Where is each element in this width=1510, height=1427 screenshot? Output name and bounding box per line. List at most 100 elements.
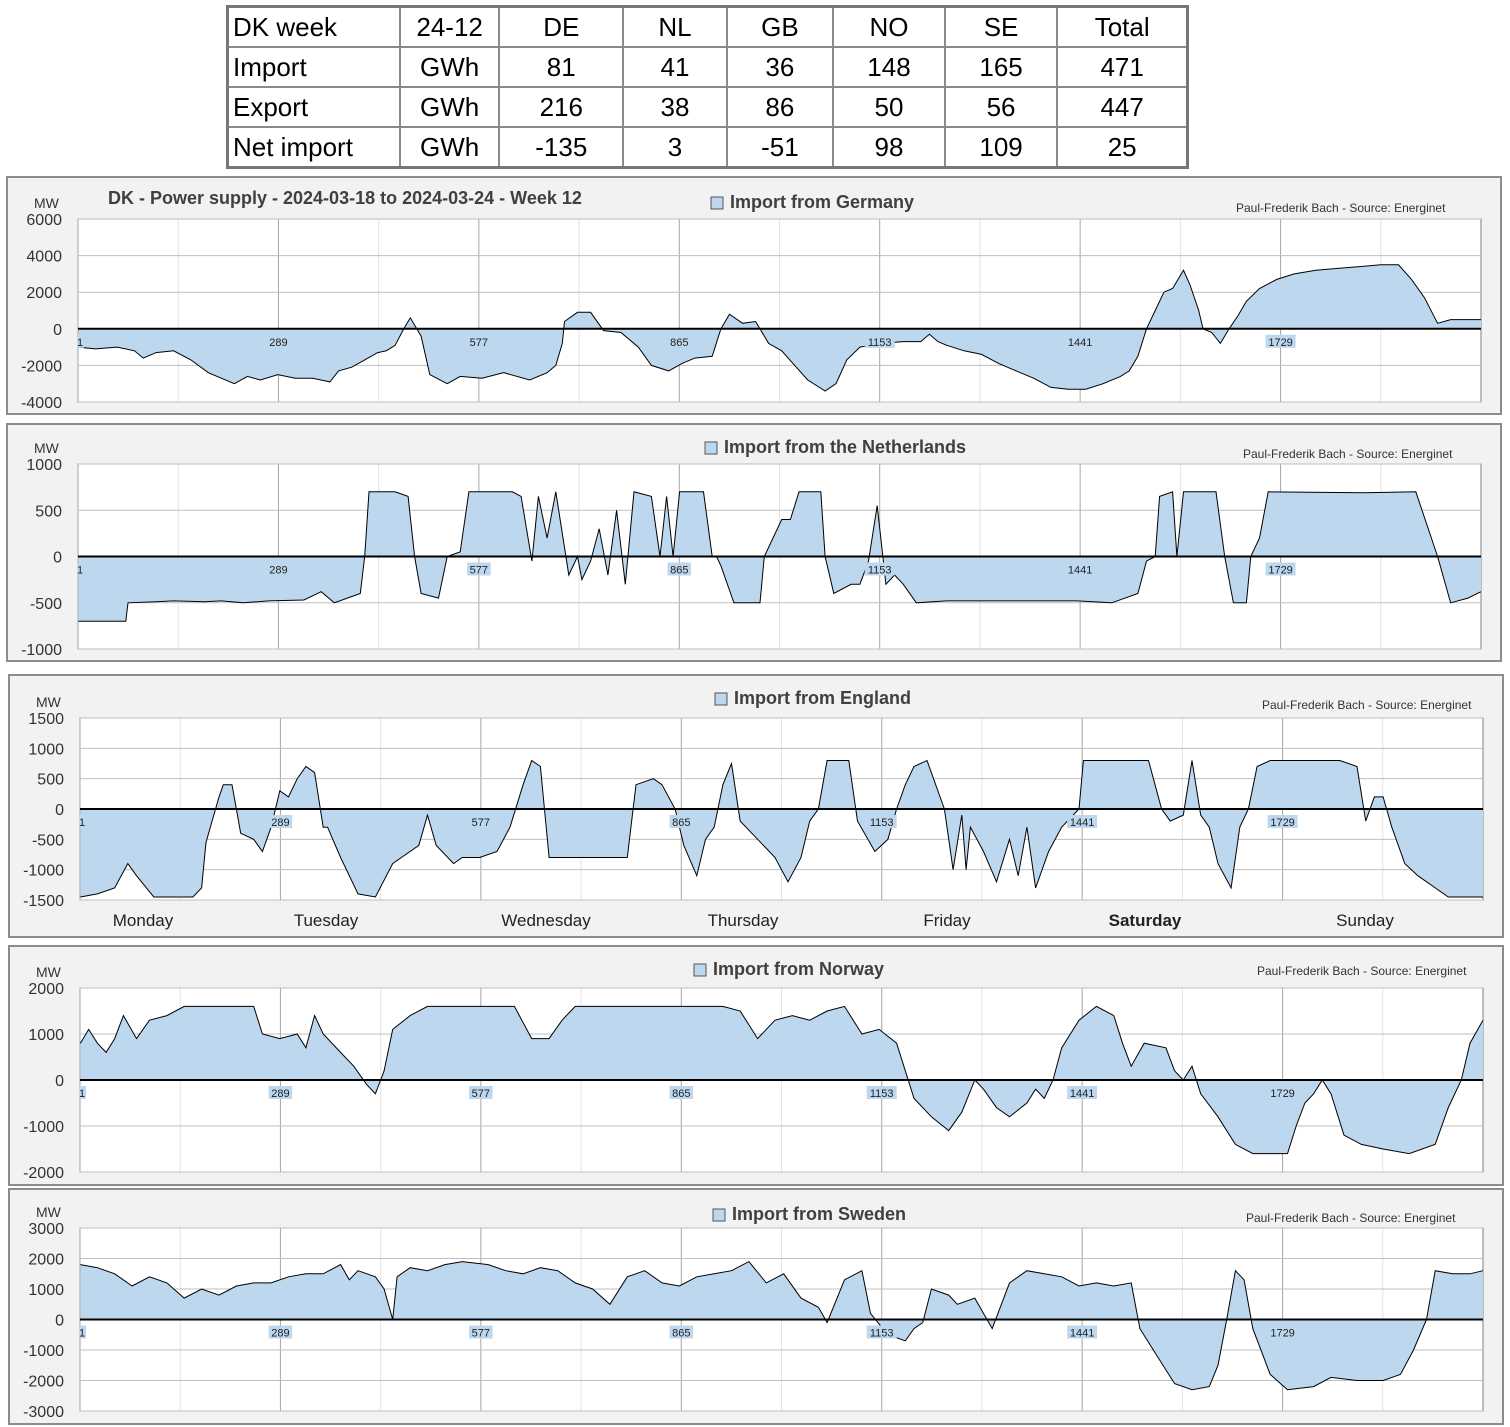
- y-tick-label: -500: [30, 596, 62, 613]
- series-area: [78, 264, 1481, 391]
- series-line: [80, 1260, 1484, 1391]
- hour-tick-bg: [266, 334, 291, 348]
- table-cell: 81: [498, 46, 625, 88]
- y-tick-label: -1000: [23, 863, 64, 880]
- hour-tick-label: 1153: [870, 1328, 894, 1340]
- y-tick-label: 3000: [28, 1221, 64, 1238]
- hour-tick-label: 1: [77, 565, 83, 577]
- hour-tick-bg: [1265, 334, 1296, 348]
- day-label: Sunday: [1336, 911, 1394, 930]
- table-header-cell: SE: [943, 5, 1059, 48]
- credit-text: Paul-Frederik Bach - Source: Energinet: [1243, 447, 1453, 461]
- table-header-cell: NL: [622, 5, 728, 48]
- series-line: [80, 759, 1483, 898]
- y-tick-label: -3000: [23, 1404, 64, 1421]
- y-tick-label: -2000: [23, 1374, 64, 1391]
- hour-tick-bg: [1267, 1325, 1298, 1339]
- unit-label: MW: [36, 964, 62, 980]
- y-tick-label: -2000: [21, 358, 62, 375]
- credit-text: Paul-Frederik Bach - Source: Energinet: [1262, 698, 1472, 712]
- legend-sweden: Import from Sweden: [732, 1204, 906, 1224]
- y-tick-label: 0: [53, 550, 62, 567]
- hour-tick-bg: [268, 1086, 293, 1099]
- hour-tick-bg: [79, 1086, 86, 1099]
- series-area: [78, 491, 1481, 622]
- y-tick-label: -1000: [21, 642, 62, 659]
- table-cell: 41: [622, 46, 728, 88]
- hour-tick-label: 1: [79, 1328, 85, 1340]
- hour-tick-label: 1729: [1268, 565, 1292, 577]
- hour-tick-bg: [469, 1086, 493, 1099]
- hour-tick-bg: [266, 562, 291, 576]
- day-label: Saturday: [1109, 911, 1182, 930]
- table-cell: GWh: [399, 126, 501, 169]
- hour-tick-label: 289: [271, 1328, 289, 1340]
- legend-swatch: [714, 692, 728, 706]
- hour-tick-bg: [268, 1325, 293, 1339]
- y-tick-label: 2000: [28, 1252, 64, 1269]
- hour-tick-bg: [467, 334, 491, 348]
- hour-tick-bg: [866, 1086, 897, 1099]
- hour-tick-bg: [866, 1325, 897, 1339]
- hour-tick-label: 289: [271, 1088, 289, 1100]
- table-cell: -135: [498, 126, 625, 169]
- hour-tick-label: 577: [472, 1088, 490, 1100]
- y-tick-label: 1000: [26, 457, 62, 474]
- table-cell: 38: [622, 86, 728, 128]
- table-cell: 471: [1056, 46, 1189, 88]
- hour-tick-bg: [268, 815, 293, 828]
- table-cell: 25: [1056, 126, 1189, 169]
- chart-panel-netherlands: -1000 -500 0 500 1000 MW 1 289 577 865 1153 1441 172…: [6, 423, 1502, 662]
- hour-tick-label: 577: [472, 1328, 490, 1340]
- legend-swatch: [693, 963, 707, 977]
- table-header-row: DK week 24-12 DE NL GB NO SE Total: [226, 5, 1189, 48]
- y-tick-label: -2000: [23, 1165, 64, 1182]
- chart-panel-sweden: -3000 -2000 -1000 0 1000 2000 3000 MW 1 289 577 865…: [8, 1188, 1504, 1425]
- table-header-cell: 24-12: [399, 5, 501, 48]
- series-area: [80, 760, 1483, 897]
- table-cell: 165: [943, 46, 1059, 88]
- chart-panel-germany: -4000 -2000 0 2000 4000 6000 MW 1 289 577 865 1153 1…: [6, 176, 1502, 415]
- hour-tick-label: 865: [670, 565, 688, 577]
- summary-table-body: DK week 24-12 DE NL GB NO SE Total Import GWh 81 41…: [226, 5, 1189, 169]
- table-row: Import GWh 81 41 36 148 165 471: [226, 46, 1189, 88]
- table-cell: 216: [498, 86, 625, 128]
- unit-label: MW: [34, 440, 60, 456]
- y-tick-label: -500: [32, 832, 64, 849]
- hour-tick-label: 865: [672, 1088, 690, 1100]
- hour-tick-bg: [1065, 334, 1096, 348]
- hour-tick-label: 577: [470, 337, 488, 349]
- y-tick-label: 6000: [26, 212, 62, 229]
- hour-tick-bg: [866, 815, 897, 828]
- series-line: [78, 264, 1481, 392]
- table-header-cell: DK week: [226, 5, 402, 48]
- credit-text: Paul-Frederik Bach - Source: Energinet: [1257, 964, 1467, 978]
- hour-tick-bg: [469, 1325, 493, 1339]
- day-label: Monday: [113, 911, 174, 930]
- table-cell: Net import: [226, 126, 402, 169]
- hour-tick-bg: [864, 562, 895, 576]
- day-label: Wednesday: [501, 911, 591, 930]
- table-cell: GWh: [399, 46, 501, 88]
- series-area: [80, 1261, 1483, 1390]
- y-tick-label: 0: [55, 802, 64, 819]
- hour-tick-label: 1: [79, 1088, 85, 1100]
- hour-tick-label: 1441: [1068, 337, 1092, 349]
- hour-tick-bg: [1065, 562, 1096, 576]
- chart-main-title: DK - Power supply - 2024-03-18 to 2024-0…: [108, 188, 582, 208]
- y-tick-label: 1000: [28, 1027, 64, 1044]
- hour-tick-bg: [79, 1325, 86, 1339]
- table-cell: 86: [725, 86, 835, 128]
- hour-tick-label: 577: [470, 565, 488, 577]
- legend-netherlands: Import from the Netherlands: [724, 437, 966, 457]
- y-tick-label: -1000: [23, 1343, 64, 1360]
- hour-tick-bg: [864, 334, 895, 348]
- hour-tick-label: 289: [269, 337, 287, 349]
- hour-tick-bg: [1067, 815, 1098, 828]
- unit-label: MW: [34, 195, 60, 211]
- y-tick-label: -1000: [23, 1119, 64, 1136]
- legend-swatch: [704, 441, 718, 455]
- hour-tick-bg: [1267, 1086, 1298, 1099]
- hour-tick-bg: [669, 1325, 694, 1339]
